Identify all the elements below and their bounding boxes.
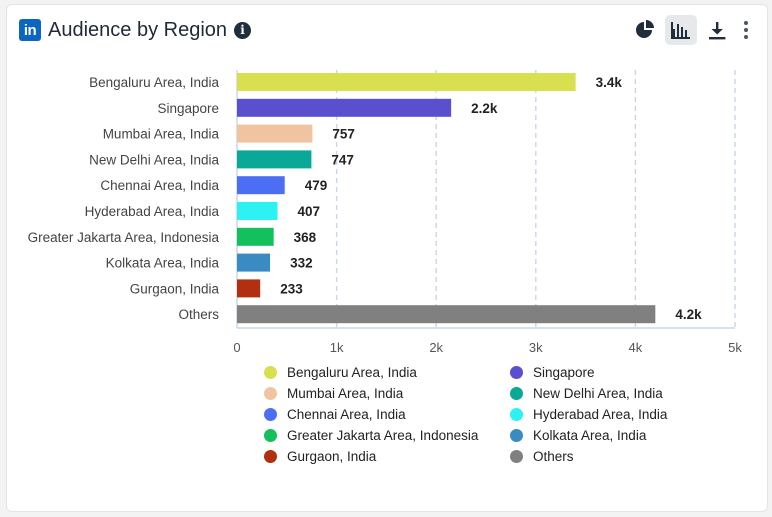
- info-icon[interactable]: i: [234, 21, 252, 39]
- data-label: 3.4k: [596, 75, 623, 90]
- data-label: 4.2k: [675, 307, 702, 322]
- legend-label: Greater Jakarta Area, Indonesia: [287, 427, 479, 443]
- y-tick-label: New Delhi Area, India: [89, 152, 219, 167]
- data-label: 368: [294, 230, 317, 245]
- data-label: 332: [290, 256, 313, 271]
- legend-item[interactable]: Hyderabad Area, India: [510, 406, 734, 422]
- legend-swatch: [510, 428, 523, 442]
- legend-swatch: [264, 428, 277, 442]
- legend-swatch: [264, 449, 277, 463]
- legend-item[interactable]: Bengaluru Area, India: [264, 364, 510, 380]
- legend-swatch: [264, 365, 277, 379]
- legend-swatch: [264, 386, 277, 400]
- legend-swatch: [264, 407, 277, 421]
- download-icon: [709, 22, 726, 40]
- bar: [237, 227, 274, 246]
- data-label: 407: [298, 204, 321, 219]
- card-title: Audience by Region: [48, 18, 228, 41]
- legend-item[interactable]: Others: [510, 448, 734, 464]
- bar: [237, 150, 312, 169]
- bar-chart-button[interactable]: [665, 15, 697, 45]
- legend-label: Mumbai Area, India: [287, 385, 404, 401]
- legend-swatch: [510, 407, 523, 421]
- legend-label: Kolkata Area, India: [533, 427, 647, 443]
- bar: [237, 124, 313, 143]
- chart-legend: Bengaluru Area, India Singapore Mumbai Are…: [264, 364, 734, 464]
- x-tick-label: 3k: [529, 340, 543, 355]
- bar: [237, 305, 656, 324]
- y-tick-label: Hyderabad Area, India: [85, 204, 220, 219]
- legend-item[interactable]: Gurgaon, India: [264, 448, 510, 464]
- legend-item[interactable]: Greater Jakarta Area, Indonesia: [264, 427, 510, 443]
- data-label: 233: [280, 281, 303, 296]
- bar-chart-icon: [671, 22, 690, 39]
- legend-swatch: [510, 449, 523, 463]
- bar: [237, 202, 278, 220]
- chart-toolbar: [625, 15, 753, 45]
- x-tick-label: 5k: [728, 340, 742, 355]
- pie-chart-icon: [636, 20, 654, 38]
- bar: [237, 279, 261, 298]
- data-label: 747: [331, 152, 354, 167]
- x-tick-label: 0: [233, 340, 240, 355]
- download-button[interactable]: [701, 15, 733, 45]
- more-vertical-icon[interactable]: [739, 21, 753, 39]
- legend-label: Gurgaon, India: [287, 448, 377, 464]
- x-tick-label: 2k: [429, 340, 443, 355]
- legend-label: Bengaluru Area, India: [287, 364, 417, 380]
- x-tick-label: 1k: [330, 340, 344, 355]
- y-tick-label: Mumbai Area, India: [103, 127, 220, 142]
- data-label: 2.2k: [471, 101, 498, 116]
- y-tick-label: Gurgaon, India: [130, 281, 220, 296]
- legend-label: New Delhi Area, India: [533, 385, 663, 401]
- y-tick-label: Greater Jakarta Area, Indonesia: [28, 230, 220, 245]
- legend-label: Singapore: [533, 364, 595, 380]
- y-tick-label: Bengaluru Area, India: [89, 75, 219, 90]
- y-tick-label: Singapore: [157, 101, 219, 116]
- y-tick-label: Others: [178, 307, 219, 322]
- y-tick-label: Chennai Area, India: [100, 178, 219, 193]
- card-header: in Audience by Region i: [19, 17, 252, 43]
- pie-chart-button[interactable]: [629, 15, 661, 45]
- bar: [237, 73, 576, 91]
- y-tick-label: Kolkata Area, India: [106, 256, 220, 271]
- data-label: 757: [332, 127, 355, 142]
- bar: [237, 253, 271, 272]
- legend-item[interactable]: Singapore: [510, 364, 734, 380]
- bar: [237, 176, 285, 195]
- bar: [237, 98, 452, 117]
- legend-item[interactable]: Mumbai Area, India: [264, 385, 510, 401]
- legend-item[interactable]: Chennai Area, India: [264, 406, 510, 422]
- legend-item[interactable]: Kolkata Area, India: [510, 427, 734, 443]
- legend-label: Chennai Area, India: [287, 406, 406, 422]
- x-tick-label: 4k: [629, 340, 643, 355]
- data-label: 479: [305, 178, 328, 193]
- legend-label: Others: [533, 448, 574, 464]
- legend-item[interactable]: New Delhi Area, India: [510, 385, 734, 401]
- legend-swatch: [510, 365, 523, 379]
- legend-swatch: [510, 386, 523, 400]
- linkedin-logo-icon: in: [19, 19, 41, 41]
- legend-label: Hyderabad Area, India: [533, 406, 668, 422]
